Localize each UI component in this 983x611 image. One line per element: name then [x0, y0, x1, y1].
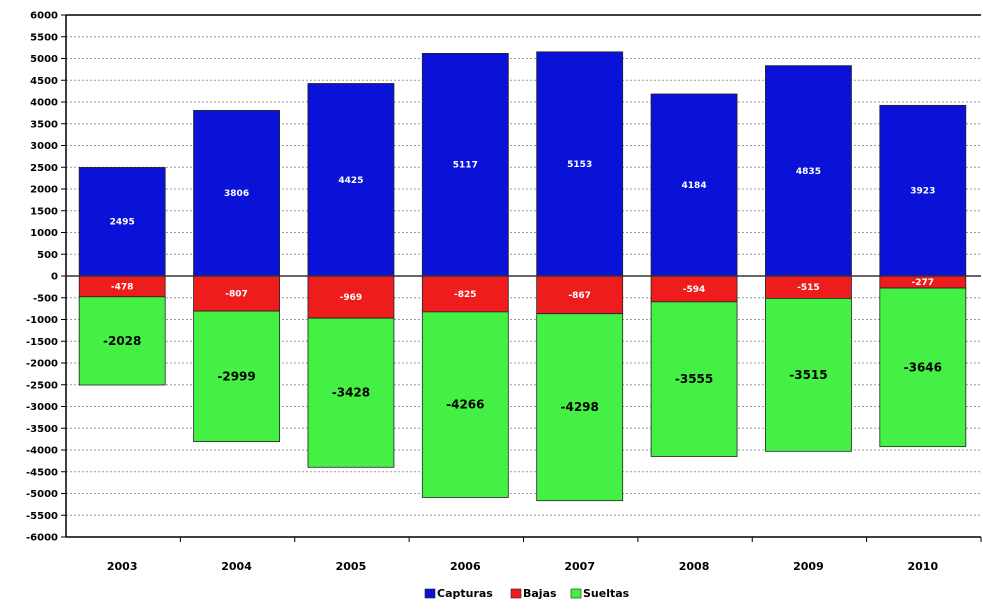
data-label-sueltas-2007: -4298	[560, 400, 598, 414]
y-tick-label: 5000	[30, 54, 58, 65]
axes: -6000-5500-5000-4500-4000-3500-3000-2500…	[26, 11, 982, 573]
x-tick-label: 2003	[107, 560, 138, 573]
bar-sueltas-2010	[879, 287, 967, 448]
x-tick-label: 2008	[679, 560, 710, 573]
x-tick-label: 2007	[564, 560, 595, 573]
data-label-sueltas-2006: -4266	[446, 398, 484, 412]
data-label-sueltas-2003: -2028	[103, 334, 141, 348]
bar-sueltas-2007	[536, 313, 624, 502]
data-label-bajas-2010: -277	[912, 278, 935, 288]
data-label-bajas-2003: -478	[111, 282, 134, 292]
bar-bajas-2008	[650, 275, 738, 303]
bar-capturas-2008	[650, 93, 738, 277]
y-tick-label: 1000	[30, 228, 58, 239]
data-label-bajas-2006: -825	[454, 290, 477, 300]
bar-capturas-2010	[879, 104, 967, 277]
legend-label-bajas: Bajas	[523, 587, 557, 600]
bar-bajas-2006	[421, 275, 509, 313]
data-label-bajas-2007: -867	[568, 291, 591, 301]
bar-capturas-2007	[536, 51, 624, 277]
y-tick-label: -3500	[26, 424, 58, 435]
y-tick-label: 2500	[30, 163, 58, 174]
bars	[78, 51, 967, 502]
legend-label-sueltas: Sueltas	[583, 587, 630, 600]
x-tick-label: 2006	[450, 560, 481, 573]
legend-label-capturas: Capturas	[437, 587, 493, 600]
y-tick-label: 1500	[30, 206, 58, 217]
bar-capturas-2004	[193, 110, 280, 277]
y-tick-label: 3500	[30, 119, 58, 130]
bar-sueltas-2005	[307, 317, 395, 468]
data-label-sueltas-2008: -3555	[675, 372, 713, 386]
legend-swatch-sueltas	[570, 588, 582, 599]
y-tick-label: 0	[51, 272, 58, 283]
bar-capturas-2003	[78, 167, 166, 277]
bar-bajas-2007	[536, 275, 624, 315]
data-label-capturas-2008: 4184	[682, 181, 707, 191]
y-tick-label: 6000	[30, 11, 58, 22]
x-tick-label: 2005	[336, 560, 367, 573]
legend-swatch-capturas	[424, 588, 436, 599]
data-labels: 2495 -478 -2028 3806 -807 -2999 4425 -969 -3428 5…	[103, 160, 942, 414]
y-tick-label: -2500	[26, 380, 58, 391]
data-label-capturas-2003: 2495	[110, 218, 135, 228]
bar-sueltas-2009	[765, 298, 852, 452]
legend-swatch-bajas	[510, 588, 522, 599]
bar-capturas-2009	[765, 65, 852, 277]
bar-sueltas-2008	[650, 301, 738, 457]
data-label-sueltas-2004: -2999	[217, 369, 255, 383]
y-tick-label: -5500	[26, 511, 58, 522]
bar-capturas-2006	[421, 53, 509, 277]
data-label-capturas-2007: 5153	[567, 160, 592, 170]
bar-sueltas-2004	[193, 310, 280, 442]
y-tick-label: 500	[37, 250, 58, 261]
data-label-bajas-2009: -515	[797, 283, 820, 293]
data-label-bajas-2008: -594	[683, 285, 706, 295]
y-tick-label: -5000	[26, 489, 58, 500]
data-label-sueltas-2005: -3428	[332, 386, 370, 400]
bar-bajas-2005	[307, 275, 395, 319]
x-tick-label: 2010	[908, 560, 939, 573]
x-tick-label: 2009	[793, 560, 824, 573]
data-label-bajas-2005: -969	[340, 293, 363, 303]
y-tick-label: 4500	[30, 76, 58, 87]
y-tick-label: 5500	[30, 32, 58, 43]
y-tick-label: -3000	[26, 402, 58, 413]
data-label-bajas-2004: -807	[225, 290, 248, 300]
y-tick-label: 3000	[30, 141, 58, 152]
bar-sueltas-2006	[421, 311, 509, 498]
data-label-sueltas-2010: -3646	[904, 360, 942, 374]
data-label-capturas-2005: 4425	[338, 176, 363, 186]
data-label-capturas-2009: 4835	[796, 167, 821, 177]
y-tick-label: 2000	[30, 185, 58, 196]
legend: Capturas Bajas Sueltas	[424, 587, 630, 600]
y-tick-label: -1500	[26, 337, 58, 348]
y-tick-label: -6000	[26, 533, 58, 544]
y-tick-label: -4500	[26, 467, 58, 478]
y-tick-label: -4000	[26, 446, 58, 457]
y-tick-label: -2000	[26, 359, 58, 370]
y-tick-label: -500	[33, 293, 58, 304]
data-label-capturas-2004: 3806	[224, 189, 249, 199]
data-label-sueltas-2009: -3515	[789, 368, 827, 382]
data-label-capturas-2006: 5117	[453, 161, 478, 171]
x-tick-label: 2004	[221, 560, 252, 573]
bar-sueltas-2003	[78, 296, 166, 386]
bar-bajas-2004	[193, 275, 280, 312]
data-label-capturas-2010: 3923	[910, 187, 935, 197]
y-tick-label: -1000	[26, 315, 58, 326]
y-tick-label: 4000	[30, 98, 58, 109]
